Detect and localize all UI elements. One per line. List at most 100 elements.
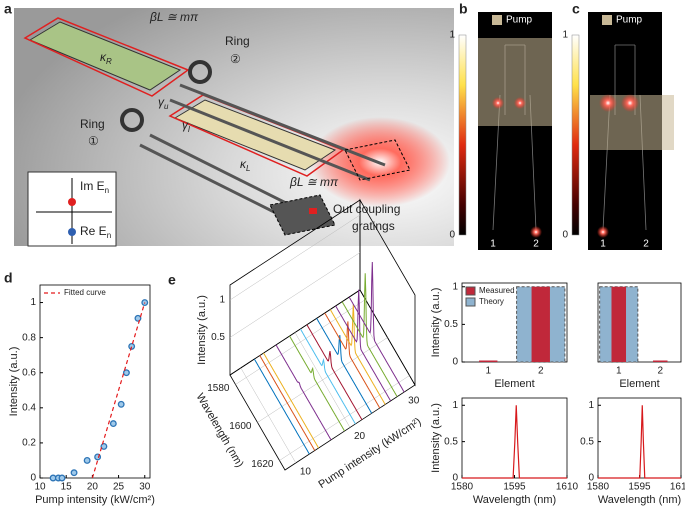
panel-label: e (168, 272, 176, 288)
waveguide (139, 83, 386, 222)
subscript: R (106, 57, 112, 66)
pump-label: Pump (616, 15, 643, 26)
bar (479, 360, 498, 362)
label: Re En (80, 224, 111, 240)
spectrum (253, 358, 310, 455)
label: Ring (225, 34, 250, 48)
y-axis-label: Intensity (a.u.) (430, 403, 442, 473)
line (462, 405, 567, 479)
y-axis-label: Pump intensity (kW/cm²) (316, 416, 423, 491)
label: βL ≅ mπ (289, 175, 339, 189)
emission (514, 97, 526, 109)
line (598, 405, 681, 479)
subscript: L (246, 164, 250, 173)
x-tick-label: 1 (616, 366, 622, 377)
ring (188, 60, 212, 84)
legend-swatch (465, 286, 476, 296)
point (100, 442, 108, 450)
y-axis-label: Intensity (a.u.) (8, 347, 20, 417)
port-label: 1 (490, 239, 496, 250)
x-axis-label: Element (494, 378, 534, 390)
emission (599, 94, 617, 112)
x-tick-label: 1580 (587, 482, 610, 493)
spectrum (316, 318, 373, 414)
legend-label: Fitted curve (64, 288, 106, 297)
point (117, 400, 125, 408)
emission (621, 94, 639, 112)
symbol: κ (240, 157, 247, 171)
device-outline (602, 44, 647, 231)
grid-line (229, 214, 361, 301)
spectrum (275, 344, 332, 441)
x-axis-label: Wavelength (nm) (598, 494, 681, 506)
eigenvalue (68, 198, 76, 206)
outline (23, 17, 190, 97)
x-tick-label: 10 (34, 482, 46, 493)
panel-label: d (4, 270, 13, 286)
grid-line (294, 332, 351, 428)
y-tick-label: 1 (588, 400, 594, 411)
y-tick-label: 1 (452, 281, 458, 292)
y-tick-label: 0.8 (22, 332, 36, 343)
point (70, 469, 78, 477)
y-tick-label: 30 (408, 396, 420, 407)
y-tick-label: 0.5 (580, 436, 594, 447)
spectrum (263, 352, 320, 449)
legend-label: Measured (479, 286, 515, 295)
colorbar-tick-label: 1 (449, 30, 455, 41)
spectrum (289, 335, 346, 432)
port-label: 1 (600, 239, 606, 250)
point (83, 457, 91, 464)
schematic: a βL ≅ mπ κR Ring ② γu γl Ring ① κL Im E… (4, 1, 454, 247)
emission (492, 97, 504, 109)
axes-frame (39, 284, 151, 479)
z-tick-label: 1 (219, 295, 225, 306)
subscript: u (164, 102, 169, 111)
port-label: 2 (643, 239, 649, 250)
z-tick-label: 0.5 (211, 332, 225, 343)
x-tick-label: 1595 (503, 482, 526, 493)
label: Im En (80, 179, 109, 195)
y-tick-label: 0.2 (22, 438, 36, 449)
bar (652, 360, 668, 362)
spectrum (348, 261, 405, 393)
colorbar-tick-label: 1 (562, 30, 568, 41)
eigenvalue (68, 228, 76, 236)
x-tick-label: 1595 (628, 482, 651, 493)
resonator-r (28, 21, 182, 91)
y-tick-label: 0 (588, 473, 594, 484)
text: Re E (80, 224, 107, 238)
x-tick-label: 1580 (207, 383, 230, 394)
output-spot (597, 226, 609, 238)
y-tick-label: 0 (30, 473, 36, 484)
grating-box (344, 139, 411, 181)
point (122, 369, 130, 377)
x-tick-label: 1620 (251, 459, 274, 470)
grating-spot (309, 208, 317, 214)
x-tick-label: 2 (657, 366, 663, 377)
grid-line (229, 252, 361, 338)
port-label: 2 (533, 239, 539, 250)
y-tick-label: 10 (300, 467, 312, 478)
colorbar (458, 34, 467, 236)
x-tick-label: 25 (113, 482, 125, 493)
label: κR (100, 50, 112, 66)
x-axis-label: Pump intensity (kW/cm²) (35, 494, 155, 506)
pump-swatch (492, 15, 502, 25)
x-tick-label: 2 (538, 366, 544, 377)
spectrum (329, 304, 386, 405)
label: Ring (80, 117, 105, 131)
panel-label: a (4, 1, 12, 17)
bar (611, 286, 627, 362)
label: γl (182, 118, 190, 134)
y-tick-label: 20 (354, 431, 366, 442)
spectrum (306, 324, 363, 420)
x-tick-label: 1600 (229, 421, 252, 432)
ring (120, 108, 144, 132)
subscript: n (107, 231, 111, 240)
x-tick-label: 1610 (670, 482, 685, 493)
x-tick-label: 1580 (451, 482, 474, 493)
spectrum (324, 312, 381, 409)
spectrum (259, 355, 316, 451)
